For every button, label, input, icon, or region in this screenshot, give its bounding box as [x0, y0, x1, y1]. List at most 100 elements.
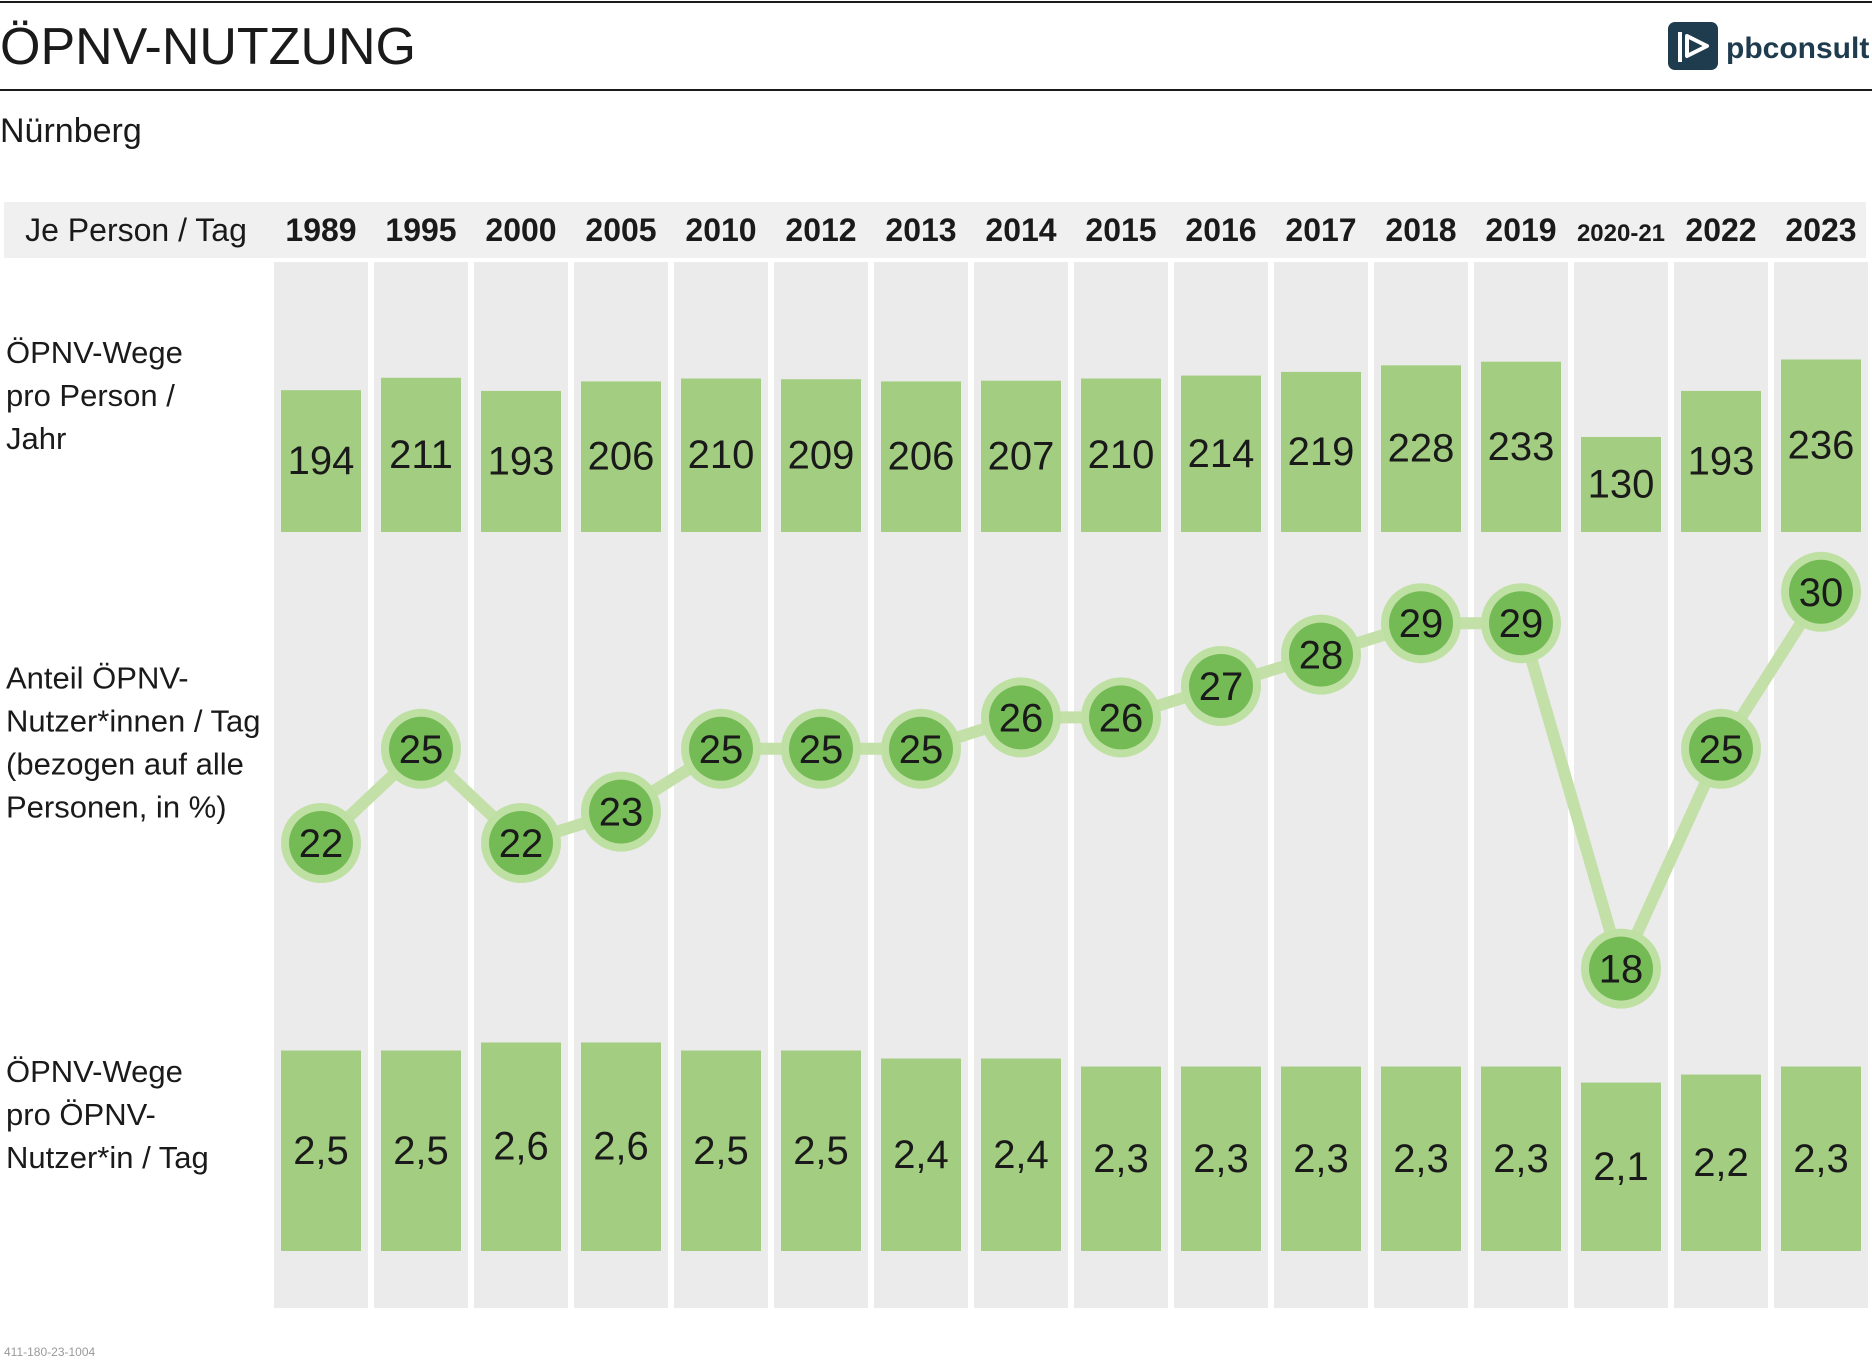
point-value-label: 27 [1199, 665, 1244, 709]
year-label: 2019 [1485, 212, 1556, 248]
bar-value-label: 2,3 [1293, 1137, 1349, 1181]
page-title: ÖPNV-NUTZUNG [0, 18, 416, 76]
bar-value-label: 211 [389, 433, 453, 477]
point-marker [1389, 591, 1453, 656]
point-value-label: 29 [1399, 602, 1444, 646]
line-row-user-share: 22 25 22 23 25 25 25 26 26 27 28 29 29 18 25 30 [281, 551, 1861, 1009]
header-row-bg [4, 202, 1866, 258]
bar [1381, 1066, 1461, 1251]
bar-value-label: 2,2 [1693, 1141, 1749, 1185]
bar [1681, 390, 1761, 532]
bar [781, 379, 861, 532]
bar-value-label: 219 [1288, 430, 1355, 474]
year-label: 2005 [585, 212, 656, 248]
bar-value-label: 2,5 [293, 1129, 349, 1173]
year-labels: 1989 1995 2000 2005 2010 2012 2013 2014 2015 2016… [285, 212, 1856, 248]
point-marker [1489, 591, 1553, 656]
point-marker [689, 716, 753, 781]
bar-value-label: 194 [288, 439, 355, 483]
pbconsult-logo: pbconsult [1668, 22, 1869, 70]
point-value-label: 25 [699, 728, 744, 772]
row-label: Jahr [6, 421, 66, 456]
bar [1481, 1066, 1561, 1251]
point-value-label: 25 [399, 728, 444, 772]
logo-icon [1668, 22, 1718, 70]
bar [1281, 371, 1361, 532]
logo-play-icon [1678, 32, 1709, 62]
row-labels: ÖPNV-Wege pro Person / Jahr Anteil ÖPNV- Nut… [6, 335, 260, 1175]
bar-value-label: 2,3 [1393, 1137, 1449, 1181]
bar [581, 381, 661, 532]
bar [1081, 1066, 1161, 1251]
point-value-label: 25 [1699, 728, 1744, 772]
bar-value-label: 2,5 [793, 1129, 849, 1173]
point-marker [1189, 654, 1253, 718]
bar-value-label: 2,3 [1793, 1137, 1849, 1181]
bar [381, 1050, 461, 1251]
year-label: 2018 [1385, 212, 1456, 248]
bar [781, 1050, 861, 1251]
bar [1181, 375, 1261, 532]
row-label: Anteil ÖPNV- [6, 661, 189, 696]
bar-value-label: 193 [488, 439, 555, 483]
bar-value-label: 2,3 [1493, 1137, 1549, 1181]
bar [1381, 365, 1461, 532]
point-marker [1089, 685, 1153, 750]
bar [1581, 1082, 1661, 1251]
bar [881, 381, 961, 532]
row-label: pro Person / [6, 378, 175, 413]
bar [1781, 359, 1861, 532]
point-value-label: 23 [599, 791, 644, 835]
bar [1581, 436, 1661, 532]
bar-value-label: 2,4 [893, 1133, 949, 1177]
bar-value-label: 236 [1788, 424, 1855, 468]
year-label: 2022 [1685, 212, 1756, 248]
bar-value-label: 2,3 [1093, 1137, 1149, 1181]
year-label: 2013 [885, 212, 956, 248]
bar [1681, 1074, 1761, 1251]
year-label: 2020-21 [1577, 220, 1665, 247]
bar-value-label: 193 [1688, 439, 1755, 483]
bar [981, 1058, 1061, 1251]
point-marker [389, 716, 453, 781]
bar-value-label: 209 [788, 434, 855, 478]
point-value-label: 26 [1099, 696, 1144, 740]
bar [1181, 1066, 1261, 1251]
bar-value-label: 214 [1188, 432, 1255, 476]
year-label: 2012 [785, 212, 856, 248]
bar [1481, 361, 1561, 532]
row-label: Nutzer*innen / Tag [6, 704, 260, 739]
bar-value-label: 2,1 [1593, 1145, 1649, 1189]
bar-value-label: 210 [1088, 433, 1155, 477]
point-marker [1289, 622, 1353, 687]
point-marker [1589, 936, 1653, 1001]
bar [581, 1042, 661, 1251]
bar-value-label: 2,3 [1193, 1137, 1249, 1181]
point-value-label: 28 [1299, 634, 1344, 678]
bar [1781, 1066, 1861, 1251]
bar-value-label: 2,4 [993, 1133, 1049, 1177]
bar [1281, 1066, 1361, 1251]
year-label: 2010 [685, 212, 756, 248]
row-label: Nutzer*in / Tag [6, 1140, 209, 1175]
bar-value-label: 206 [588, 435, 655, 479]
bar [981, 380, 1061, 532]
bar [381, 377, 461, 532]
point-marker [1689, 716, 1753, 781]
point-marker [289, 811, 353, 875]
point-value-label: 29 [1499, 602, 1544, 646]
point-marker [489, 811, 553, 875]
bar [481, 1042, 561, 1251]
logo-text: pbconsult [1726, 32, 1869, 65]
point-value-label: 25 [899, 728, 944, 772]
bar-value-label: 206 [888, 435, 955, 479]
bar [481, 390, 561, 532]
year-label: 2016 [1185, 212, 1256, 248]
point-marker [1789, 559, 1853, 624]
series-line [316, 588, 1827, 975]
bar-value-label: 2,5 [693, 1129, 749, 1173]
year-label: 2000 [485, 212, 556, 248]
bar-value-label: 233 [1488, 425, 1555, 469]
year-label: 2023 [1785, 212, 1856, 248]
